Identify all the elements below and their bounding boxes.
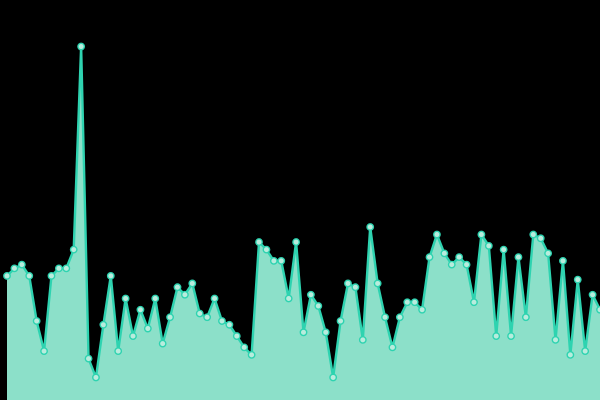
- data-point-marker: [99, 320, 108, 329]
- data-point-marker: [329, 373, 338, 382]
- data-point-marker: [166, 313, 174, 322]
- data-point-marker: [573, 275, 582, 284]
- data-point-marker: [143, 324, 152, 333]
- data-point-marker: [92, 373, 100, 382]
- data-point-marker: [307, 290, 315, 299]
- area-fill: [7, 46, 600, 400]
- data-point-marker: [47, 272, 56, 280]
- data-point-marker: [484, 241, 493, 250]
- data-point-marker: [232, 332, 241, 340]
- data-point-marker: [195, 309, 204, 318]
- data-point-marker: [210, 294, 219, 303]
- data-point-marker: [588, 290, 597, 299]
- data-point-marker: [114, 347, 123, 356]
- data-point-marker: [433, 230, 441, 239]
- data-point-marker: [3, 272, 11, 280]
- data-point-marker: [551, 335, 560, 344]
- data-point-marker: [247, 350, 256, 359]
- data-point-marker: [269, 256, 278, 265]
- data-point-marker: [381, 313, 389, 322]
- data-point-marker: [410, 298, 419, 307]
- data-point-marker: [388, 343, 397, 352]
- data-point-marker: [395, 313, 404, 322]
- data-point-marker: [277, 256, 286, 265]
- data-point-marker: [225, 320, 234, 329]
- data-point-marker: [203, 313, 212, 322]
- data-point-marker: [477, 230, 486, 239]
- data-point-marker: [536, 234, 545, 243]
- data-point-marker: [499, 245, 508, 254]
- data-point-marker: [544, 249, 553, 258]
- data-point-marker: [403, 298, 412, 307]
- data-point-marker: [447, 260, 456, 269]
- data-point-marker: [121, 294, 130, 303]
- data-point-marker: [151, 294, 160, 303]
- data-point-marker: [158, 339, 167, 348]
- data-point-marker: [418, 305, 426, 314]
- data-point-markers: [3, 42, 600, 382]
- data-point-marker: [32, 317, 41, 325]
- data-point-marker: [455, 253, 464, 262]
- data-point-marker: [255, 238, 263, 246]
- data-point-marker: [344, 279, 352, 288]
- data-point-marker: [284, 294, 293, 303]
- data-point-marker: [292, 238, 300, 246]
- data-point-marker: [54, 264, 63, 273]
- data-point-marker: [84, 354, 93, 363]
- data-point-marker: [10, 264, 19, 273]
- data-point-marker: [321, 328, 330, 337]
- data-point-marker: [40, 347, 48, 356]
- data-point-marker: [62, 264, 71, 273]
- data-point-marker: [566, 350, 575, 359]
- data-point-marker: [425, 253, 434, 262]
- data-point-marker: [366, 223, 375, 231]
- data-point-marker: [581, 347, 590, 356]
- data-point-marker: [69, 245, 78, 254]
- data-point-marker: [136, 305, 145, 314]
- data-point-marker: [173, 283, 182, 292]
- data-point-marker: [514, 253, 523, 262]
- data-point-marker: [440, 249, 449, 258]
- data-point-marker: [188, 279, 197, 288]
- data-point-marker: [218, 317, 226, 325]
- data-point-marker: [358, 335, 367, 344]
- data-point-marker: [129, 332, 137, 340]
- data-point-marker: [462, 260, 471, 269]
- data-point-marker: [507, 332, 515, 340]
- data-point-marker: [373, 279, 382, 288]
- data-point-marker: [314, 302, 323, 310]
- data-point-marker: [180, 290, 189, 299]
- data-point-marker: [521, 313, 530, 322]
- data-point-marker: [351, 283, 360, 292]
- data-point-marker: [299, 328, 308, 337]
- data-point-marker: [492, 332, 501, 340]
- data-point-marker: [529, 230, 538, 239]
- data-point-marker: [559, 256, 567, 265]
- data-point-marker: [25, 272, 34, 280]
- data-point-marker: [77, 42, 86, 51]
- data-point-marker: [240, 343, 249, 352]
- data-point-marker: [106, 272, 115, 280]
- data-point-marker: [336, 317, 345, 325]
- data-point-marker: [17, 260, 26, 269]
- data-point-marker: [262, 245, 271, 254]
- data-point-marker: [470, 298, 478, 307]
